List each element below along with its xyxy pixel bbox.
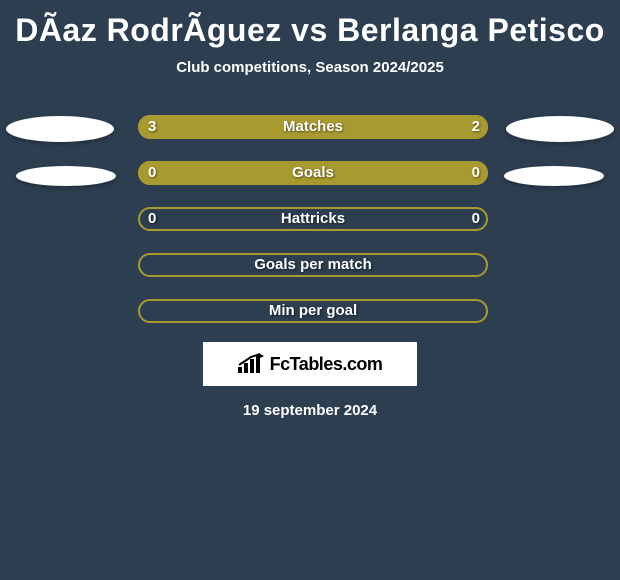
stat-row: 00Goals	[0, 150, 620, 196]
player-left-bubble	[16, 166, 116, 186]
stat-row: 32Matches	[0, 104, 620, 150]
bar-label: Hattricks	[138, 207, 488, 231]
player-right-bubble	[504, 166, 604, 186]
player-left-bubble	[6, 116, 114, 142]
bar-label: Matches	[138, 115, 488, 139]
date-text: 19 september 2024	[0, 386, 620, 435]
logo-text: FcTables.com	[270, 354, 383, 375]
logo-box: FcTables.com	[203, 342, 417, 386]
subtitle: Club competitions, Season 2024/2025	[0, 53, 620, 104]
stat-row: 00Hattricks	[0, 196, 620, 242]
player-right-bubble	[506, 116, 614, 142]
stat-rows: 32Matches00Goals00Hattricks Goals per mat…	[0, 104, 620, 334]
chart-icon	[238, 353, 264, 375]
bar-label: Goals	[138, 161, 488, 185]
bar-label: Goals per match	[138, 253, 488, 277]
stat-row: Min per goal	[0, 288, 620, 334]
bar-label: Min per goal	[138, 299, 488, 323]
stat-row: Goals per match	[0, 242, 620, 288]
comparison-infographic: DÃ­az RodrÃ­guez vs Berlanga Petisco Clu…	[0, 0, 620, 435]
page-title: DÃ­az RodrÃ­guez vs Berlanga Petisco	[0, 0, 620, 53]
